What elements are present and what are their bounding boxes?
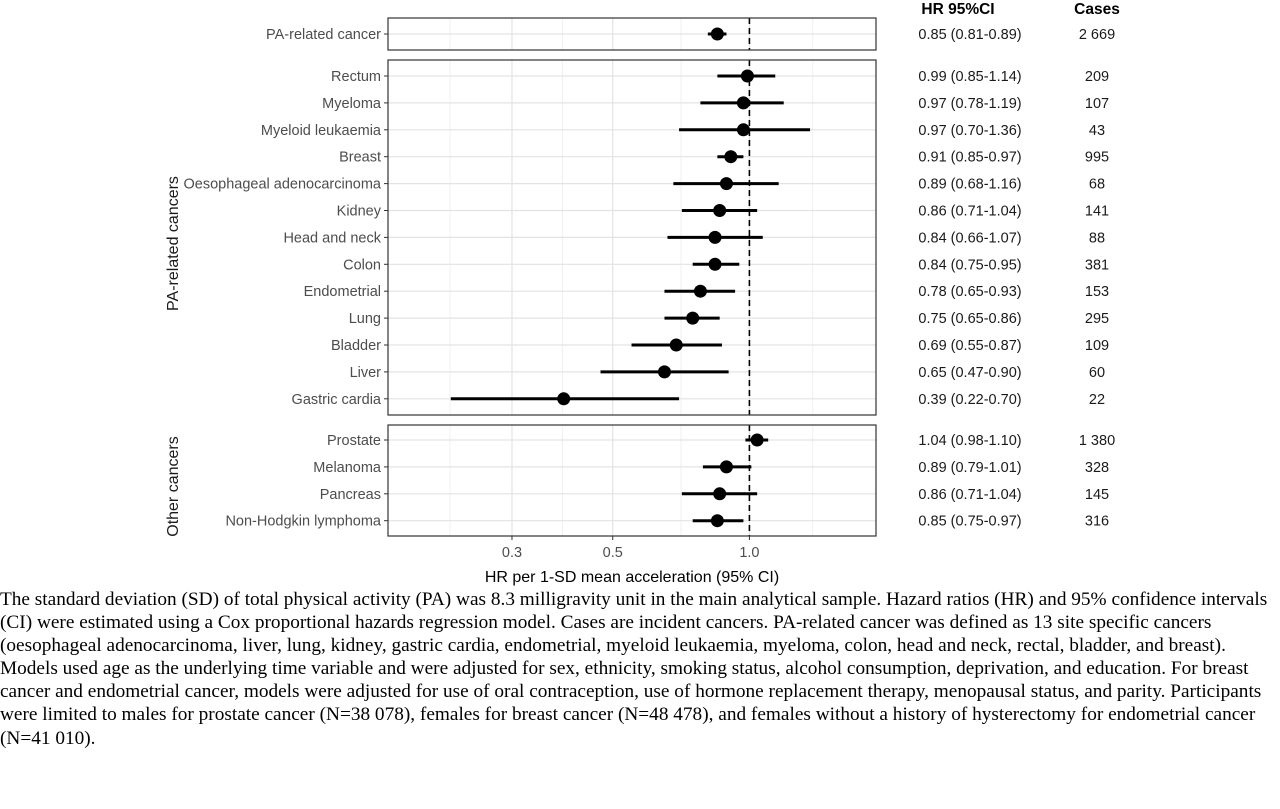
hr-point (724, 150, 738, 164)
row-label: Prostate (327, 433, 381, 449)
hr-point (736, 123, 750, 137)
cases-value: 295 (1085, 311, 1109, 327)
cases-value: 43 (1089, 123, 1105, 139)
row-label: Lung (349, 311, 381, 327)
panel-border (387, 59, 877, 416)
hr-point (686, 311, 700, 325)
panel-border (387, 424, 877, 537)
row-label: Gastric cardia (292, 392, 382, 408)
hr-ci-value: 1.04 (0.98-1.10) (918, 433, 1021, 449)
row-label: Endometrial (304, 284, 381, 300)
cases-value: 145 (1085, 487, 1109, 503)
x-tick-label: 0.5 (603, 545, 623, 561)
cases-value: 316 (1085, 514, 1109, 530)
row-label: Liver (350, 365, 382, 381)
cases-value: 88 (1089, 230, 1105, 246)
row-label: PA-related cancer (266, 27, 381, 43)
hr-ci-value: 0.84 (0.75-0.95) (918, 257, 1021, 273)
cases-value: 60 (1089, 365, 1105, 381)
cases-value: 22 (1089, 392, 1105, 408)
cases-value: 995 (1085, 150, 1109, 166)
hr-point (708, 230, 722, 244)
hr-ci-value: 0.86 (0.71-1.04) (918, 487, 1021, 503)
cases-value: 209 (1085, 69, 1109, 85)
hr-ci-value: 0.97 (0.78-1.19) (918, 96, 1021, 112)
figure-caption: The standard deviation (SD) of total phy… (0, 589, 1268, 749)
hr-point (713, 204, 727, 217)
hr-point (710, 27, 724, 41)
cases-value: 107 (1085, 96, 1109, 112)
row-label: Colon (343, 257, 381, 273)
row-label: Melanoma (313, 460, 382, 476)
hr-point (713, 487, 727, 501)
x-tick-label: 1.0 (739, 545, 759, 561)
hr-point (693, 284, 707, 298)
hr-point (657, 365, 671, 379)
cases-value: 153 (1085, 284, 1109, 300)
hr-point (719, 460, 733, 474)
hr-ci-value: 0.85 (0.81-0.89) (918, 27, 1021, 43)
hr-ci-value: 0.86 (0.71-1.04) (918, 204, 1021, 220)
hr-ci-value: 0.85 (0.75-0.97) (918, 514, 1021, 530)
cases-value: 109 (1085, 338, 1109, 354)
hr-ci-value: 0.91 (0.85-0.97) (918, 150, 1021, 166)
cases-value: 141 (1085, 204, 1109, 220)
hr-ci-value: 0.78 (0.65-0.93) (918, 284, 1021, 300)
row-label: Myeloma (322, 96, 382, 112)
hr-point (710, 514, 724, 528)
hr-point (708, 257, 722, 271)
row-label: Myeloid leukaemia (261, 123, 382, 139)
cases-value: 328 (1085, 460, 1109, 476)
cases-value: 1 380 (1079, 433, 1115, 449)
hr-ci-value: 0.99 (0.85-1.14) (918, 69, 1021, 85)
hr-point (557, 392, 571, 406)
hr-ci-header: HR 95%CI (921, 1, 994, 18)
cases-value: 68 (1089, 177, 1105, 193)
hr-point (740, 69, 754, 83)
hr-point (719, 177, 733, 191)
hr-ci-value: 0.89 (0.79-1.01) (918, 460, 1021, 476)
hr-point (750, 433, 764, 447)
row-label: Non-Hodgkin lymphoma (225, 514, 381, 530)
panel-group-label: Other cancers (165, 436, 182, 536)
cases-value: 381 (1085, 257, 1109, 273)
row-label: Bladder (331, 338, 381, 354)
row-label: Oesophageal adenocarcinoma (184, 177, 382, 193)
panel-group-label: PA-related cancers (165, 176, 182, 311)
x-axis-title: HR per 1-SD mean acceleration (95% CI) (485, 569, 779, 586)
hr-ci-value: 0.97 (0.70-1.36) (918, 123, 1021, 139)
hr-ci-value: 0.89 (0.68-1.16) (918, 177, 1021, 193)
forest-plot: HR 95%CI Cases PA-related cancer 0.85 (0.81… (165, 1, 1120, 586)
panel-border (387, 17, 877, 51)
cases-value: 2 669 (1079, 27, 1115, 43)
row-label: Head and neck (283, 230, 381, 246)
hr-point (669, 338, 683, 352)
panel-background (388, 425, 876, 536)
row-label: Kidney (337, 204, 382, 220)
hr-ci-value: 0.65 (0.47-0.90) (918, 365, 1021, 381)
row-label: Breast (339, 150, 381, 166)
row-label: Pancreas (320, 487, 381, 503)
hr-ci-value: 0.39 (0.22-0.70) (918, 392, 1021, 408)
hr-point (736, 96, 750, 110)
hr-ci-value: 0.84 (0.66-1.07) (918, 230, 1021, 246)
hr-ci-value: 0.69 (0.55-0.87) (918, 338, 1021, 354)
row-label: Rectum (331, 69, 381, 85)
x-tick-label: 0.3 (502, 545, 522, 561)
cases-header: Cases (1074, 1, 1120, 18)
hr-ci-value: 0.75 (0.65-0.86) (918, 311, 1021, 327)
